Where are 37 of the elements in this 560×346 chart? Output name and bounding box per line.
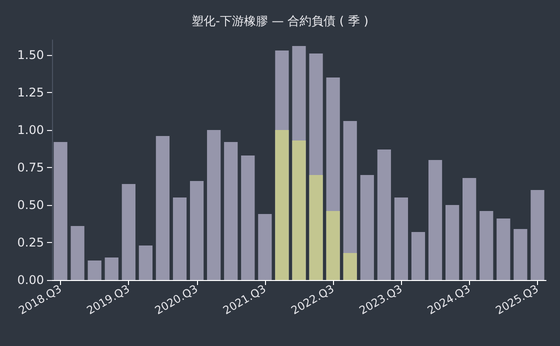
bar xyxy=(156,136,170,280)
bar xyxy=(411,232,426,280)
bar xyxy=(258,214,272,280)
bar xyxy=(309,175,323,280)
bar xyxy=(496,218,510,280)
bar xyxy=(224,142,238,280)
bar xyxy=(70,226,84,280)
y-tick-label: 1.25 xyxy=(17,86,44,100)
bar xyxy=(104,258,118,280)
chart-title: 塑化-下游橡膠 — 合約負債 ( 季 ) xyxy=(192,14,368,28)
bar xyxy=(480,211,494,280)
bar xyxy=(207,130,221,280)
y-tick-label: 1.00 xyxy=(17,123,44,137)
bar xyxy=(514,229,528,280)
y-tick-label: 0.00 xyxy=(17,273,44,287)
bar xyxy=(292,140,306,280)
bar xyxy=(326,211,340,280)
bar xyxy=(428,160,442,280)
bar xyxy=(445,205,460,280)
bar xyxy=(275,130,289,280)
bar xyxy=(122,184,136,280)
y-tick-label: 1.50 xyxy=(17,48,44,62)
bar xyxy=(241,156,255,280)
bar xyxy=(462,178,476,280)
bar xyxy=(360,175,374,280)
bar xyxy=(190,181,204,280)
y-tick-label: 0.25 xyxy=(17,236,44,250)
bar xyxy=(343,253,357,280)
bar xyxy=(172,198,187,280)
bar xyxy=(54,142,68,280)
bar xyxy=(88,260,102,280)
bar xyxy=(530,190,544,280)
bar xyxy=(138,246,153,280)
bar xyxy=(377,150,391,280)
y-tick-label: 0.75 xyxy=(17,160,44,174)
bar xyxy=(394,198,408,280)
y-tick-label: 0.50 xyxy=(17,198,44,212)
